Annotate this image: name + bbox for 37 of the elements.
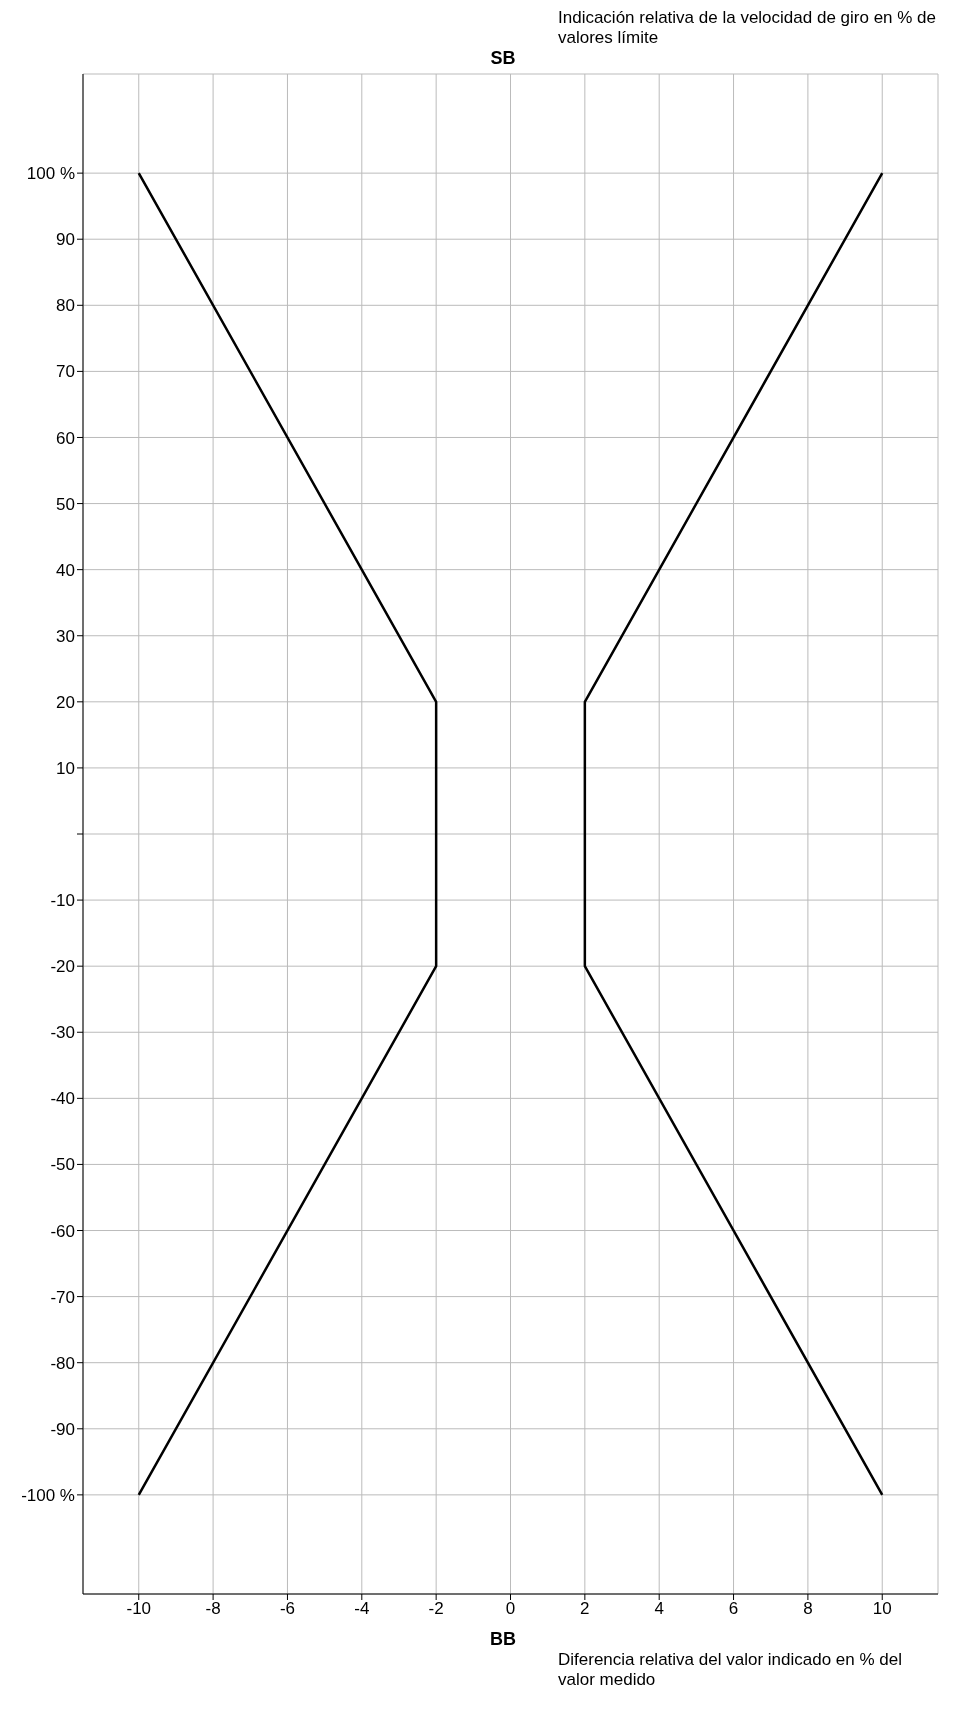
y-tick-label: -20 — [50, 957, 75, 977]
x-tick-label: -6 — [279, 1599, 296, 1619]
y-tick-label: 30 — [56, 626, 75, 646]
y-tick-label: -40 — [50, 1089, 75, 1109]
text: SB — [489, 48, 517, 69]
x-tick-label: -10 — [126, 1599, 152, 1619]
y-axis-title: Indicación relativa de la velocidad de giro en % de valores límite — [558, 8, 938, 48]
x-tick-label: -2 — [428, 1599, 444, 1619]
x-tick-label: 10 — [872, 1599, 892, 1619]
x-tick-label: -8 — [205, 1599, 221, 1619]
y-tick-label: 70 — [56, 362, 75, 382]
line-series — [137, 171, 438, 1497]
y-tick-label: -70 — [50, 1287, 75, 1307]
y-tick-label: -100 % — [21, 1485, 75, 1505]
y-tick-label: 20 — [56, 692, 75, 712]
y-tick-label: 100 % — [26, 164, 75, 184]
x-tick-label: 8 — [803, 1599, 813, 1619]
x-tick-label: 6 — [728, 1599, 739, 1619]
x-axis-title: Diferencia relativa del valor indicado en % del valor medido — [558, 1650, 903, 1690]
y-tick-label: 40 — [56, 560, 75, 580]
y-tick-label: 90 — [56, 230, 75, 250]
y-tick-label: -80 — [50, 1353, 75, 1373]
text: BB — [489, 1629, 517, 1650]
y-tick-label: -60 — [50, 1221, 75, 1241]
y-tick-label: 10 — [56, 758, 75, 778]
y-tick-label: -50 — [50, 1155, 75, 1175]
y-tick-label: 50 — [56, 494, 75, 514]
y-tick-label: -90 — [50, 1419, 75, 1439]
y-tick-label: 60 — [56, 428, 75, 448]
x-tick-label: 4 — [654, 1599, 664, 1619]
y-tick-label: -30 — [50, 1023, 75, 1043]
y-tick-label: 80 — [56, 296, 75, 316]
x-tick-label: 2 — [580, 1599, 590, 1619]
y-tick-label: -10 — [50, 891, 75, 911]
line-series — [583, 171, 884, 1497]
x-tick-label: -4 — [354, 1599, 370, 1619]
x-tick-label: 0 — [505, 1599, 516, 1619]
